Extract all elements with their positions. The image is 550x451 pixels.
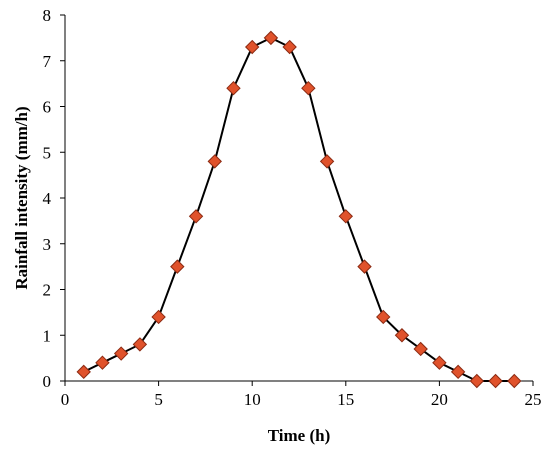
x-axis-title: Time (h) <box>268 426 331 445</box>
data-point-marker <box>132 337 148 352</box>
data-point-marker <box>394 328 410 343</box>
data-point-marker <box>113 346 129 361</box>
data-point-marker <box>301 80 316 96</box>
x-tick-label: 5 <box>154 390 163 409</box>
ticks: 0 5 10 15 20 25 0 1 2 3 4 5 6 7 8 <box>43 6 542 409</box>
series <box>76 30 522 389</box>
y-tick-label: 8 <box>43 6 52 25</box>
y-axis-title: Rainfall intensity (mm/h) <box>12 106 31 289</box>
x-tick-label: 0 <box>61 390 70 409</box>
data-point-marker <box>151 309 166 325</box>
data-point-marker <box>319 154 335 169</box>
data-point-marker <box>188 209 204 224</box>
data-point-marker <box>170 259 185 274</box>
data-point-marker <box>488 373 503 389</box>
data-point-marker <box>263 30 279 46</box>
data-point-marker <box>244 39 260 55</box>
y-tick-label: 5 <box>43 143 52 162</box>
y-tick-label: 3 <box>43 235 52 254</box>
data-point-marker <box>357 259 372 274</box>
y-tick-label: 0 <box>43 372 52 391</box>
data-point-marker <box>432 355 447 370</box>
data-point-marker <box>469 373 485 389</box>
y-tick-label: 6 <box>43 98 52 117</box>
y-tick-label: 2 <box>43 281 52 300</box>
data-point-marker <box>507 373 522 389</box>
data-point-marker <box>95 355 110 370</box>
data-point-marker <box>338 209 354 224</box>
data-point-marker <box>282 39 297 55</box>
x-tick-label: 15 <box>337 390 354 409</box>
series-line <box>83 36 515 382</box>
y-tick-label: 1 <box>43 326 52 345</box>
y-tick-label: 7 <box>43 52 52 71</box>
data-point-marker <box>207 154 222 169</box>
x-tick-label: 25 <box>525 390 542 409</box>
y-tick-label: 4 <box>43 189 52 208</box>
x-tick-label: 10 <box>244 390 261 409</box>
data-point-marker <box>76 364 91 380</box>
data-point-marker <box>413 341 428 357</box>
data-point-marker <box>226 80 241 96</box>
x-tick-label: 20 <box>431 390 448 409</box>
data-point-marker <box>376 309 391 325</box>
data-point-marker <box>450 364 466 380</box>
